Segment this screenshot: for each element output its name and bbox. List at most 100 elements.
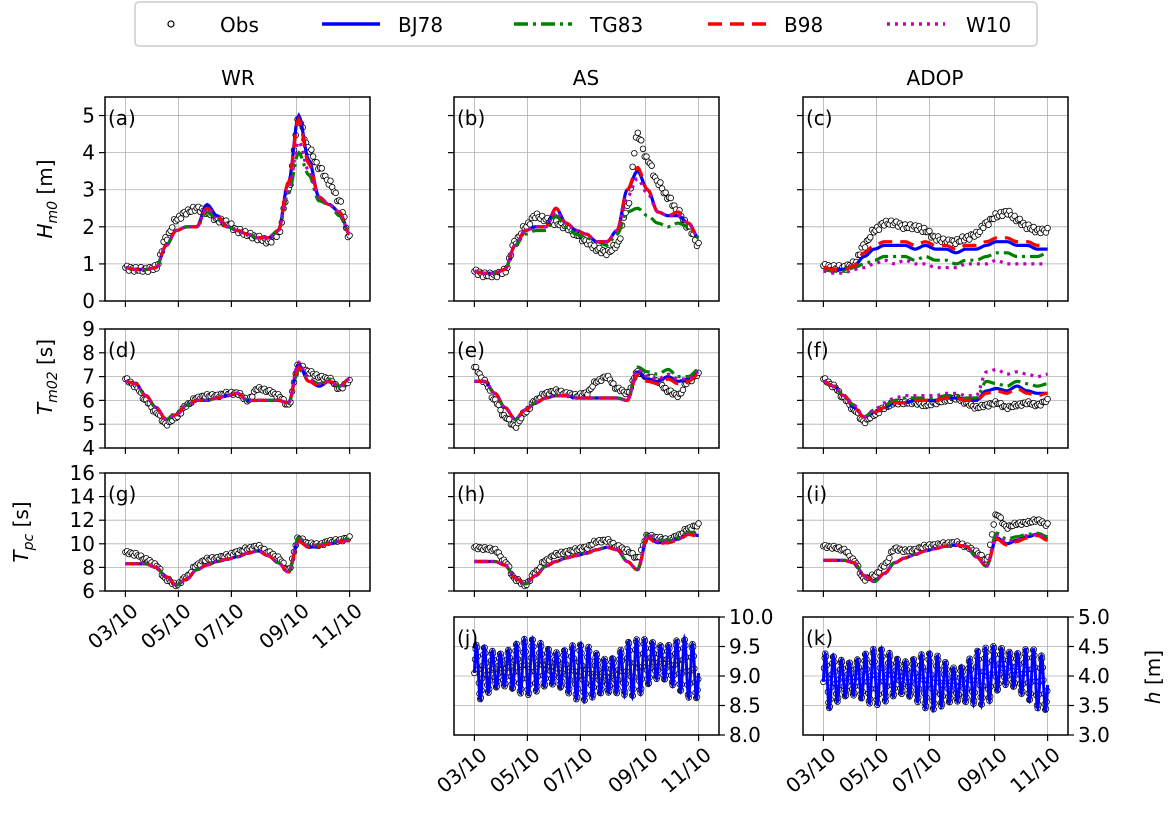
- panel-label: (g): [108, 482, 136, 506]
- obs-point: [657, 179, 664, 186]
- panel-frame: [104, 472, 371, 592]
- panel-frame: [802, 96, 1069, 302]
- x-tick-label: 11/10: [1005, 742, 1065, 797]
- x-tick-label: 11/10: [656, 742, 716, 797]
- series-line-w10: [125, 360, 351, 422]
- series-line-b98: [474, 372, 700, 422]
- panel-frame: [453, 96, 720, 302]
- x-tick-label: 05/10: [136, 598, 196, 653]
- series-line-bj78: [821, 643, 1050, 714]
- y-tick-label: 8.0: [729, 723, 761, 747]
- obs-point: [1044, 395, 1051, 403]
- obs-point: [867, 234, 874, 241]
- obs-point: [337, 198, 345, 205]
- obs-point: [990, 521, 997, 528]
- series-line-bj78: [125, 112, 351, 272]
- obs-point: [875, 226, 883, 233]
- series-line-w10: [474, 531, 699, 586]
- y-tick-label: 7: [82, 365, 95, 389]
- series-line-w10: [125, 138, 351, 272]
- series-line-w10: [474, 367, 700, 422]
- legend-entry-bj78: BJ78: [322, 13, 443, 37]
- panel-label: (a): [108, 106, 136, 130]
- y-tick-label: 4.0: [1078, 664, 1110, 688]
- x-tick-label: 03/10: [83, 598, 143, 653]
- panel-c: (c): [797, 96, 1069, 307]
- panel-frame: [104, 96, 371, 302]
- obs-point: [318, 165, 325, 172]
- y-tick-label: 4: [82, 141, 95, 165]
- obs-point: [472, 363, 480, 371]
- obs-point: [327, 177, 334, 184]
- legend-entry-b98: B98: [708, 13, 823, 37]
- obs-point: [976, 228, 983, 236]
- panel-a: 0 1 2 3 4 5 (a): [82, 96, 371, 313]
- y-tick-label: 4: [82, 436, 95, 460]
- panel-label: (i): [806, 482, 827, 506]
- y-tick-label: 5: [82, 104, 95, 128]
- panel-label: (b): [457, 106, 485, 130]
- obs-point: [648, 162, 655, 169]
- series-line-w10: [823, 532, 1048, 584]
- obs-point: [997, 514, 1004, 521]
- legend-label-bj78: BJ78: [398, 13, 443, 37]
- obs-point: [861, 244, 869, 251]
- series-line-bj78: [474, 531, 699, 586]
- series-line-w10: [125, 537, 350, 587]
- x-tick-label: 07/10: [189, 598, 249, 653]
- obs-point: [667, 194, 674, 202]
- legend-label-tg83: TG83: [589, 13, 643, 37]
- column-title-as: AS: [573, 66, 599, 90]
- panel-b: (b): [448, 96, 720, 307]
- obs-point: [1044, 224, 1051, 232]
- obs-point: [177, 215, 185, 222]
- series-line-b98: [823, 379, 1048, 419]
- obs-point: [886, 554, 893, 562]
- y-tick-label: 0: [82, 289, 95, 313]
- panel-frame: [802, 472, 1069, 592]
- obs-point: [631, 150, 638, 157]
- panel-f: (f): [797, 328, 1069, 454]
- legend-label-b98: B98: [784, 13, 823, 37]
- y-tick-label: 10.0: [729, 605, 774, 629]
- obs-point: [985, 221, 992, 228]
- ylabel-tpc: Tpc [s]: [9, 501, 37, 562]
- x-tick-label: 03/10: [432, 742, 492, 797]
- y-tick-label: 9: [82, 317, 95, 341]
- panel-frame: [453, 472, 720, 592]
- series-line-tg83: [474, 530, 699, 586]
- series-line-tg83: [125, 536, 350, 587]
- panel-label: (h): [457, 482, 485, 506]
- x-tick-label: 03/10: [781, 742, 841, 797]
- panel-label: (c): [806, 106, 833, 130]
- obs-marker-icon: [167, 20, 175, 28]
- series-line-bj78: [823, 240, 1048, 272]
- x-tick-label: 09/10: [603, 742, 663, 797]
- obs-point: [1016, 215, 1023, 223]
- y-tick-label: 6: [82, 388, 95, 412]
- obs-point: [643, 153, 650, 160]
- obs-point: [926, 227, 933, 235]
- panel-label: (j): [457, 626, 478, 650]
- obs-point: [695, 520, 702, 527]
- series-line-tg83: [823, 251, 1048, 273]
- obs-point: [639, 145, 647, 152]
- legend-entry-obs: Obs: [167, 13, 259, 37]
- y-tick-label: 10: [70, 532, 95, 556]
- y-tick-label: 8: [82, 341, 95, 365]
- obs-point: [228, 220, 235, 227]
- series-line-tg83: [823, 379, 1048, 419]
- legend-entry-tg83: TG83: [514, 13, 643, 37]
- series-line-w10: [823, 258, 1048, 275]
- ylabel-tm02: Tm02 [s]: [33, 339, 61, 415]
- y-tick-label: 8.5: [729, 694, 761, 718]
- x-tick-label: 09/10: [952, 742, 1012, 797]
- y-tick-label: 16: [70, 461, 95, 485]
- panel-frame: [453, 328, 720, 449]
- obs-point: [332, 189, 339, 197]
- legend: Obs BJ78 TG83 B98 W10: [134, 1, 1038, 47]
